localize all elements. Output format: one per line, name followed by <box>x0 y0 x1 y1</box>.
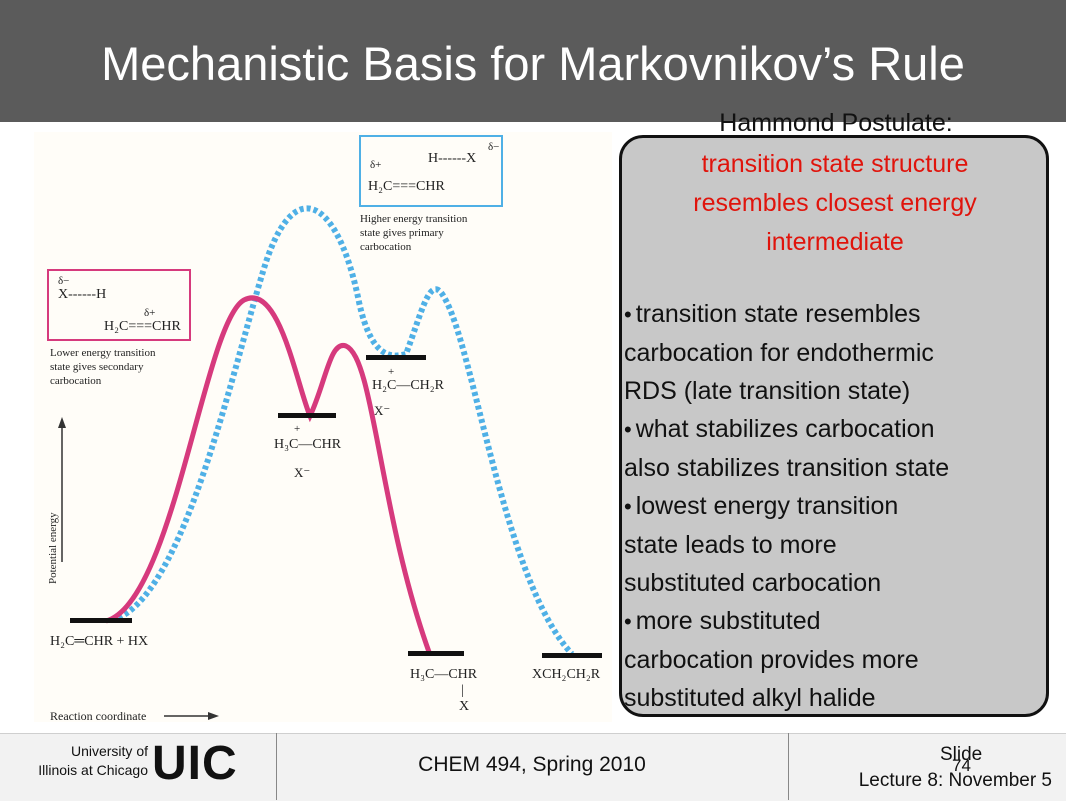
lecture-label: Lecture 8: November 5 <box>858 770 1052 791</box>
bullet-item-1: • transition state resembles carbocation … <box>624 295 1050 410</box>
bullet-1-line-1: transition state resembles <box>635 300 921 328</box>
bullet-3-line-2: state leads to more <box>624 531 837 559</box>
bullet-item-2: • what stabilizes carbocation also stabil… <box>624 410 1050 487</box>
energy-diagram: Potential energy Reaction coordinate H₂C… <box>34 132 612 723</box>
blue-caption-line-3: carbocation <box>360 241 412 253</box>
bullet-item-4: • more substituted carbocation provides m… <box>624 602 1050 717</box>
anti-markovnikov-product-level-bar <box>542 653 602 658</box>
primary-cation-level-bar <box>366 355 426 360</box>
bullet-4-line-2: carbocation provides more <box>624 646 919 674</box>
markovnikov-product-halide: X <box>459 699 469 714</box>
bullet-dot-icon: • <box>624 417 632 442</box>
markovnikov-product-formula: H₃C—CHR <box>410 667 478 682</box>
blue-ts-box <box>359 135 503 207</box>
slide-number: 74 <box>952 756 971 775</box>
slide-footer <box>0 733 1066 801</box>
primary-cation-anion: X⁻ <box>374 403 390 418</box>
pink-ts-delta-minus: δ− <box>58 275 69 287</box>
secondary-cation-plus: + <box>294 423 300 435</box>
slide-title: Mechanistic Basis for Markovnikov’s Rule <box>101 37 965 90</box>
primary-cation-plus: + <box>388 366 394 378</box>
bullet-4-line-1: more substituted <box>635 607 821 635</box>
bullet-3-line-1: lowest energy transition <box>635 492 899 520</box>
pink-ts-alkene: H₂C===CHR <box>104 319 181 334</box>
definition-line-3: intermediate <box>766 228 904 256</box>
markovnikov-product-bond: | <box>461 683 464 698</box>
hammond-callout-box <box>619 135 1049 717</box>
course-label: CHEM 494, Spring 2010 <box>418 753 646 776</box>
pink-caption-line-2: state gives secondary <box>50 361 144 373</box>
pink-energy-path <box>105 295 432 653</box>
y-axis-label: Potential energy <box>47 512 59 584</box>
footer-divider-right <box>788 733 789 800</box>
pink-ts-box <box>47 269 191 341</box>
bullet-1-line-2: carbocation for endothermic <box>624 339 934 367</box>
bullet-item-3: • lowest energy transition state leads to… <box>624 487 1050 602</box>
bullet-3-line-3: substituted carbocation <box>624 569 882 597</box>
bullet-4-line-3: substituted alkyl halide <box>624 684 876 712</box>
primary-cation-formula: H₂C—CH₂R <box>372 378 445 393</box>
anti-markovnikov-product-label: XCH₂CH₂R <box>532 667 601 682</box>
bullet-2-line-2: also stabilizes transition state <box>624 454 950 482</box>
bullet-2-line-1: what stabilizes carbocation <box>635 415 935 443</box>
blue-ts-delta-minus: δ− <box>488 141 499 153</box>
title-bar <box>0 0 1066 122</box>
callout-definition: transition state structure resembles clo… <box>622 145 1048 262</box>
pink-ts-bond-line: X------H <box>58 287 106 302</box>
energy-diagram-svg: Potential energy Reaction coordinate H₂C… <box>47 135 602 723</box>
secondary-cation-anion: X⁻ <box>294 465 310 480</box>
pink-caption-line-3: carbocation <box>50 375 102 387</box>
secondary-cation-level-bar <box>278 413 336 418</box>
callout-bullet-list: • transition state resembles carbocation … <box>624 295 1050 717</box>
bullet-1-line-3: RDS (late transition state) <box>624 377 911 405</box>
university-line-1: University of <box>70 743 148 759</box>
bullet-dot-icon: • <box>624 302 632 327</box>
x-axis-label: Reaction coordinate <box>50 709 146 722</box>
pink-caption-line-1: Lower energy transition <box>50 347 156 359</box>
blue-caption-line-2: state gives primary <box>360 227 444 239</box>
slide-label: Slide <box>940 744 983 765</box>
blue-ts-delta-plus: δ+ <box>370 159 381 171</box>
blue-energy-path <box>111 205 575 657</box>
blue-ts-bond-line: H------X <box>428 151 476 166</box>
start-label: H₂C═CHR + HX <box>50 634 148 649</box>
bullet-dot-icon: • <box>624 609 632 634</box>
definition-line-2: resembles closest energy <box>693 189 977 217</box>
uic-logo: UIC <box>152 737 238 790</box>
bullet-dot-icon: • <box>624 494 632 519</box>
markovnikov-product-level-bar <box>408 651 464 656</box>
definition-line-1: transition state structure <box>701 150 969 178</box>
x-axis-arrowhead <box>208 712 219 720</box>
secondary-cation-formula: H₃C—CHR <box>274 437 342 452</box>
university-name: University of Illinois at Chicago <box>38 742 148 780</box>
blue-ts-alkene: H₂C===CHR <box>368 179 445 194</box>
blue-caption-line-1: Higher energy transition <box>360 213 468 225</box>
footer-divider-left <box>276 733 277 800</box>
pink-ts-delta-plus: δ+ <box>144 307 155 319</box>
start-level-bar <box>70 618 132 623</box>
y-axis-arrowhead <box>58 417 66 428</box>
callout-heading: Hammond Postulate: <box>719 109 953 137</box>
university-line-2: Illinois at Chicago <box>38 762 148 778</box>
